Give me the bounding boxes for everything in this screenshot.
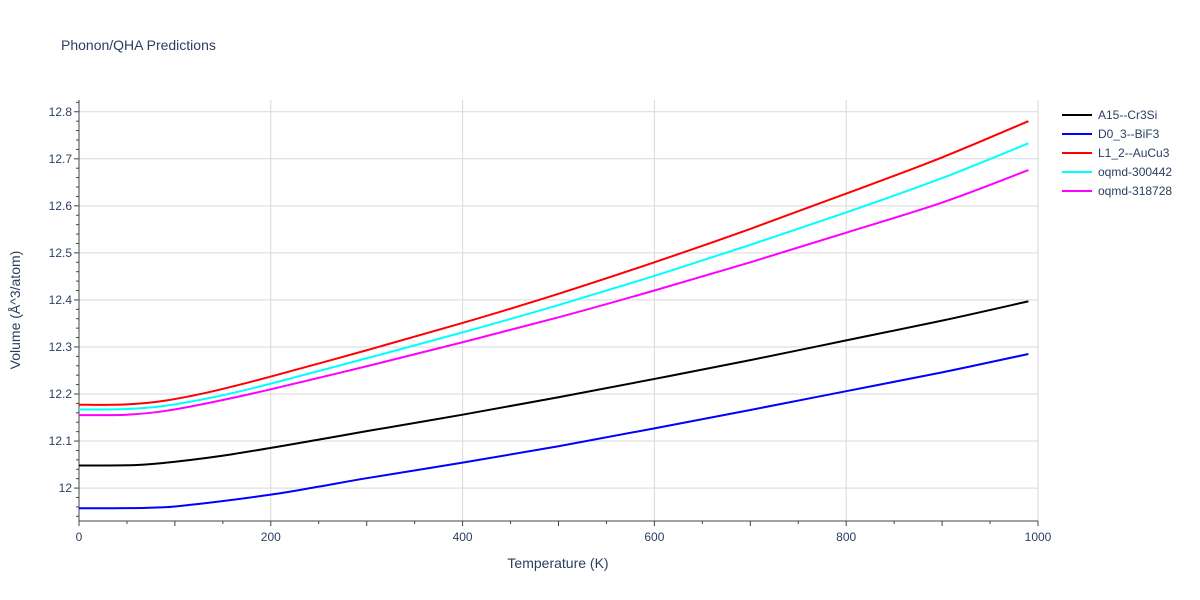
minor-ticks [74, 101, 1039, 526]
axis-layer [78, 100, 1038, 522]
y-tick-label: 12.5 [49, 246, 73, 260]
legend-label: A15--Cr3Si [1098, 108, 1157, 122]
legend[interactable]: A15--Cr3Si D0_3--BiF3 L1_2--AuCu3 oqmd-3004… [1062, 108, 1172, 198]
y-tick-label: 12.8 [49, 105, 73, 119]
grid-layer [79, 100, 1039, 521]
chart-title: Phonon/QHA Predictions [61, 37, 216, 53]
x-tick-label: 800 [836, 530, 856, 544]
legend-label: D0_3--BiF3 [1098, 127, 1160, 141]
legend-item-L1_2--AuCu3[interactable]: L1_2--AuCu3 [1062, 146, 1170, 160]
y-tick-labels: 12 12.1 12.2 12.3 12.4 12.5 12.6 12.7 12.8 [49, 105, 73, 495]
legend-label: oqmd-300442 [1098, 165, 1172, 179]
legend-label: L1_2--AuCu3 [1098, 146, 1170, 160]
legend-item-oqmd-318728[interactable]: oqmd-318728 [1062, 184, 1172, 198]
legend-item-A15--Cr3Si[interactable]: A15--Cr3Si [1062, 108, 1157, 122]
x-tick-label: 400 [453, 530, 473, 544]
x-tick-label: 600 [644, 530, 664, 544]
y-axis-title: Volume (Å^3/atom) [7, 251, 23, 370]
x-tick-label: 1000 [1025, 530, 1052, 544]
y-tick-label: 12.7 [49, 152, 73, 166]
x-axis-title: Temperature (K) [507, 555, 608, 571]
series-line-A15--Cr3Si[interactable] [78, 300, 1029, 467]
x-tick-label: 0 [76, 530, 83, 544]
legend-item-oqmd-300442[interactable]: oqmd-300442 [1062, 165, 1172, 179]
y-tick-label: 12 [59, 481, 73, 495]
series-line-oqmd-318728[interactable] [78, 169, 1029, 417]
y-tick-label: 12.3 [49, 340, 73, 354]
y-tick-label: 12.2 [49, 387, 73, 401]
series-line-L1_2--AuCu3[interactable] [78, 120, 1029, 406]
series-layer [78, 120, 1029, 510]
series-line-D0_3--BiF3[interactable] [78, 353, 1029, 510]
legend-item-D0_3--BiF3[interactable]: D0_3--BiF3 [1062, 127, 1160, 141]
x-tick-labels: 0 200 400 600 800 1000 [76, 530, 1052, 544]
y-tick-label: 12.1 [49, 434, 73, 448]
series-line-oqmd-300442[interactable] [78, 142, 1029, 411]
legend-label: oqmd-318728 [1098, 184, 1172, 198]
y-tick-label: 12.6 [49, 199, 73, 213]
x-tick-label: 200 [261, 530, 281, 544]
y-tick-label: 12.4 [49, 293, 73, 307]
